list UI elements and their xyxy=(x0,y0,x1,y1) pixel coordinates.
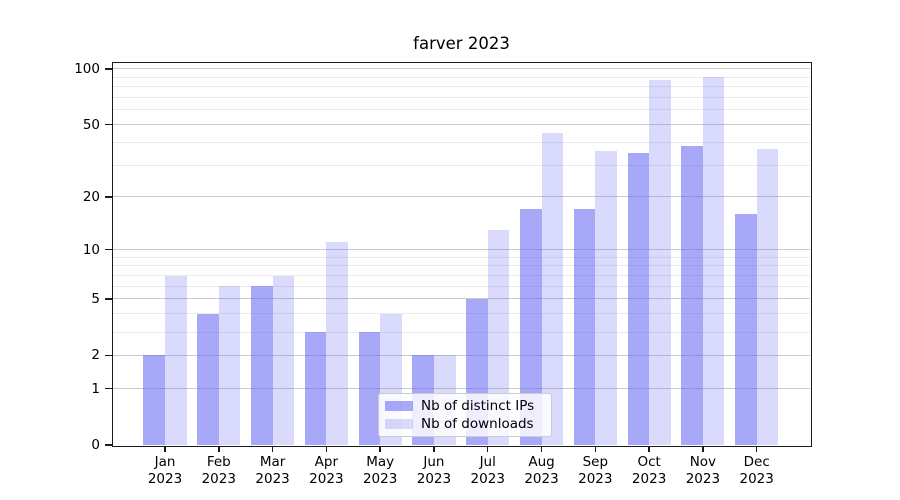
gridline-minor-y-7 xyxy=(113,275,810,277)
x-tick-jan xyxy=(164,446,166,452)
bar-distinct-ips-apr xyxy=(304,332,327,445)
bar-distinct-ips-oct xyxy=(627,152,650,445)
y-tick-label-20: 20 xyxy=(82,188,100,205)
bar-downloads-apr xyxy=(326,242,348,445)
y-tick-5 xyxy=(104,298,112,300)
bar-downloads-dec xyxy=(756,148,779,445)
y-tick-label-50: 50 xyxy=(82,116,100,133)
gridline-y-2 xyxy=(113,354,810,356)
bar-distinct-ips-may xyxy=(358,332,381,445)
bar-distinct-ips-nov xyxy=(681,146,703,445)
x-tick-label-may-2023: May 2023 xyxy=(362,454,398,487)
gridline-minor-y-9 xyxy=(113,256,810,258)
y-tick-20 xyxy=(104,196,112,198)
y-tick-10 xyxy=(104,248,112,251)
x-tick-label-jan-2023: Jan 2023 xyxy=(147,454,183,487)
y-tick-label-10: 10 xyxy=(82,241,100,258)
x-tick-label-aug-2023: Aug 2023 xyxy=(524,454,559,487)
gridline-minor-y-70 xyxy=(113,97,810,99)
legend-item-downloads: Nb of downloads xyxy=(379,415,551,433)
legend-label-distinct-ips: Nb of distinct IPs xyxy=(421,398,535,414)
y-tick-label-100: 100 xyxy=(74,60,100,77)
y-tick-100 xyxy=(104,68,112,70)
x-tick-oct xyxy=(648,446,650,452)
bar-distinct-ips-feb xyxy=(197,313,219,445)
x-tick-aug xyxy=(540,446,543,452)
gridline-minor-y-3 xyxy=(113,331,810,333)
chart-title: farver 2023 xyxy=(413,34,510,53)
legend-swatch-downloads xyxy=(385,418,413,430)
x-tick-may xyxy=(379,446,381,452)
y-tick-label-5: 5 xyxy=(91,290,100,307)
gridline-y-1 xyxy=(113,388,810,389)
gridline-minor-y-80 xyxy=(113,86,810,88)
y-tick-50 xyxy=(104,123,112,126)
x-tick-jul xyxy=(486,446,489,452)
bar-downloads-sep xyxy=(595,150,617,445)
bar-downloads-oct xyxy=(649,80,671,445)
gridline-y-100 xyxy=(113,68,810,70)
x-tick-label-feb-2023: Feb 2023 xyxy=(201,454,236,487)
bar-downloads-jan xyxy=(165,275,187,445)
x-tick-label-oct-2023: Oct 2023 xyxy=(631,454,667,487)
x-tick-label-mar-2023: Mar 2023 xyxy=(255,454,290,487)
gridline-minor-y-60 xyxy=(113,109,810,111)
x-tick-mar xyxy=(271,446,274,452)
bar-downloads-jul xyxy=(487,229,510,445)
gridline-y-5 xyxy=(113,298,810,300)
plot-area: Nb of distinct IPs Nb of downloads 0 1 2 5 1… xyxy=(74,61,812,487)
x-tick-nov xyxy=(702,446,704,452)
bar-distinct-ips-jan xyxy=(143,355,165,445)
bar-distinct-ips-sep xyxy=(573,209,596,445)
x-tick-label-sep-2023: Sep 2023 xyxy=(578,454,613,487)
x-tick-jun xyxy=(433,446,435,452)
bar-downloads-aug xyxy=(541,132,564,445)
y-tick-1 xyxy=(104,387,112,390)
y-tick-2 xyxy=(104,354,112,357)
gridline-minor-y-8 xyxy=(113,265,810,267)
bar-downloads-feb xyxy=(218,286,241,445)
bar-downloads-mar xyxy=(272,275,295,445)
x-tick-sep xyxy=(594,446,597,452)
bar-distinct-ips-mar xyxy=(250,286,273,445)
gridline-minor-y-90 xyxy=(113,76,810,78)
legend-swatch-distinct-ips xyxy=(385,400,413,412)
gridline-minor-y-30 xyxy=(113,164,810,166)
gridline-y-20 xyxy=(113,196,810,198)
bar-distinct-ips-aug xyxy=(519,209,542,445)
y-tick-label-0: 0 xyxy=(91,437,100,453)
y-tick-label-1: 1 xyxy=(91,380,100,397)
x-tick-label-apr-2023: Apr 2023 xyxy=(309,454,344,487)
gridline-y-50 xyxy=(113,124,810,126)
x-tick-feb xyxy=(218,446,220,452)
y-tick-label-2: 2 xyxy=(91,347,100,364)
x-tick-label-nov-2023: Nov 2023 xyxy=(685,454,721,487)
y-tick-0 xyxy=(104,444,112,446)
bar-distinct-ips-dec xyxy=(735,214,757,445)
x-tick-label-jun-2023: Jun 2023 xyxy=(416,454,452,487)
gridline-minor-y-40 xyxy=(113,141,810,143)
legend-item-distinct-ips: Nb of distinct IPs xyxy=(379,397,551,415)
x-tick-label-dec-2023: Dec 2023 xyxy=(739,454,774,487)
gridline-y-10 xyxy=(113,249,810,251)
bar-downloads-nov xyxy=(702,77,725,445)
x-tick-dec xyxy=(755,446,758,452)
x-tick-apr xyxy=(325,446,328,452)
legend: Nb of distinct IPs Nb of downloads xyxy=(378,393,552,437)
gridline-minor-y-4 xyxy=(113,313,810,315)
legend-label-downloads: Nb of downloads xyxy=(421,416,534,432)
x-tick-label-jul-2023: Jul 2023 xyxy=(470,454,505,487)
gridline-minor-y-6 xyxy=(113,285,810,287)
